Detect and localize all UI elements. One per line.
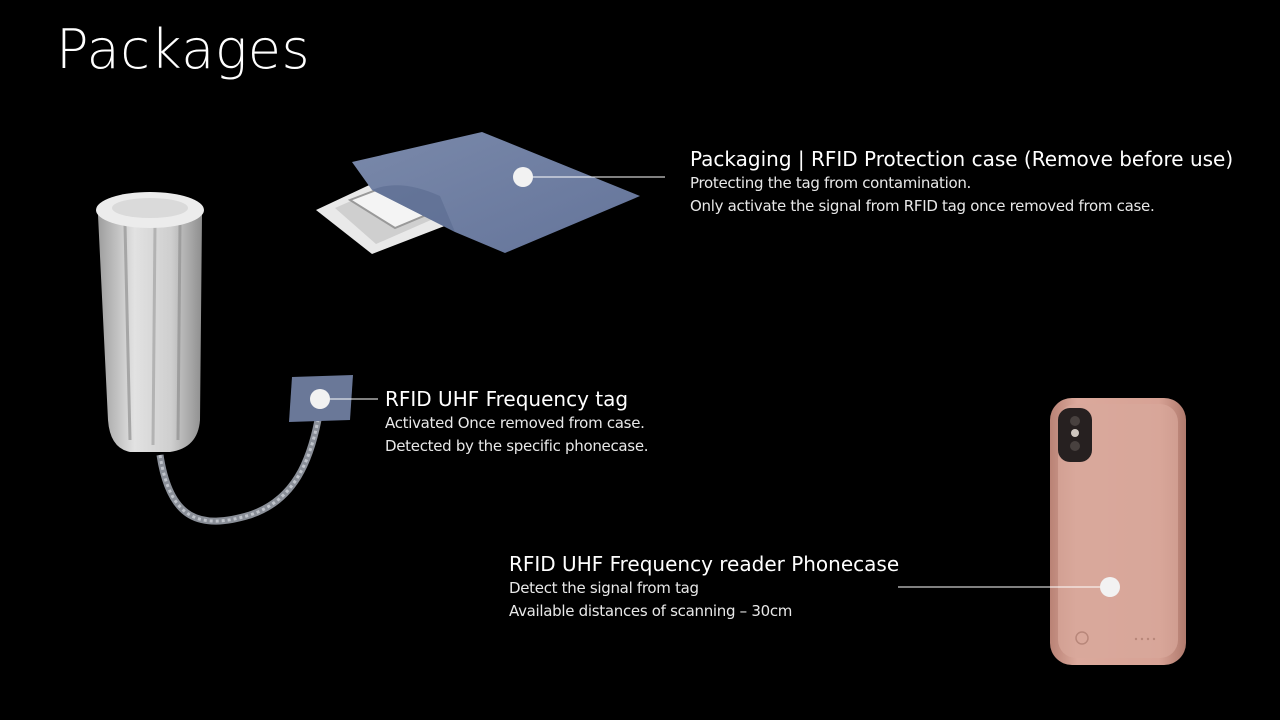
callout-tag: RFID UHF Frequency tag Activated Once re… (385, 386, 649, 458)
callout-description-line: Available distances of scanning – 30cm (509, 602, 793, 620)
marker-dot (310, 389, 330, 409)
callout-packaging: Packaging | RFID Protection case (Remove… (690, 146, 1233, 218)
callout-heading: RFID UHF Frequency tag (385, 387, 629, 411)
page-title: Packages (56, 18, 311, 81)
callout-reader: RFID UHF Frequency reader Phonecase Dete… (509, 551, 899, 623)
callout-connector-packaging (513, 167, 665, 187)
callout-description-line: Protecting the tag from contamination. (690, 174, 972, 192)
marker-dot (513, 167, 533, 187)
rfid-protection-pouch-image (316, 132, 640, 254)
tampon-with-rfid-tag-image (96, 192, 353, 525)
callout-description-line: Only activate the signal from RFID tag o… (690, 197, 1155, 215)
callout-connector-tag (310, 389, 378, 409)
callout-heading: RFID UHF Frequency reader Phonecase (509, 552, 900, 576)
callout-heading: Packaging | RFID Protection case (Remove… (690, 147, 1234, 171)
callout-description-line: Detect the signal from tag (509, 579, 699, 597)
rfid-reader-phonecase-image (1050, 398, 1186, 665)
marker-dot (1100, 577, 1120, 597)
callout-description-line: Activated Once removed from case. (385, 414, 645, 432)
callout-description-line: Detected by the specific phonecase. (385, 437, 649, 455)
callout-connector-reader (898, 577, 1120, 597)
